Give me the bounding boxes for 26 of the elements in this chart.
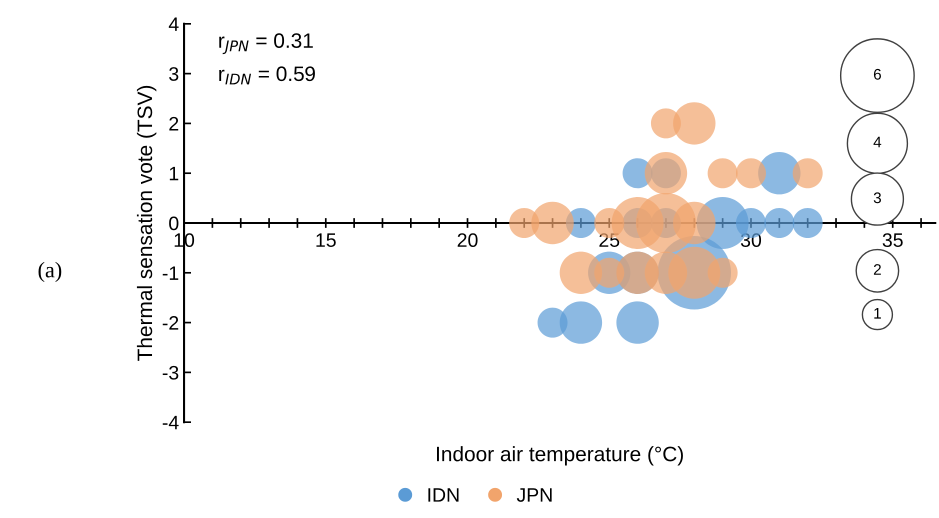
y-axis-title: Thermal sensation vote (TSV) (136, 86, 156, 361)
y-tick-label: 2 (169, 116, 178, 130)
y-tick-label: -1 (162, 266, 178, 280)
annotation: r$_{JPN}$ = 0.31 (219, 33, 313, 54)
legend-label: 3 (874, 192, 881, 204)
y-tick-label: -3 (162, 366, 178, 380)
legend-label: 4 (874, 136, 882, 148)
y-tick-label: -4 (162, 416, 179, 430)
x-axis-title: Indoor air temperature (°C) (436, 446, 683, 466)
text: (a) (38, 262, 62, 282)
y-tick-label: -2 (162, 316, 178, 330)
x-tick-label: 30 (740, 233, 762, 248)
legend-label: JPN (516, 488, 552, 502)
y-tick-label: 3 (169, 67, 178, 81)
legend-label: 1 (874, 308, 881, 319)
x-tick-label: 25 (599, 233, 620, 248)
y-tick-label: 0 (169, 216, 178, 230)
x-tick-label: 35 (882, 233, 903, 248)
x-tick-label: 20 (458, 233, 478, 248)
legend-label: IDN (428, 488, 459, 502)
annotation: r$_{IDN}$ = 0.59 (219, 66, 315, 84)
legend-label: 2 (874, 264, 881, 275)
y-tick-label: 4 (168, 17, 179, 31)
legend-label: 6 (874, 68, 881, 80)
y-tick-label: 1 (170, 166, 178, 180)
x-tick-label: 15 (316, 233, 336, 248)
